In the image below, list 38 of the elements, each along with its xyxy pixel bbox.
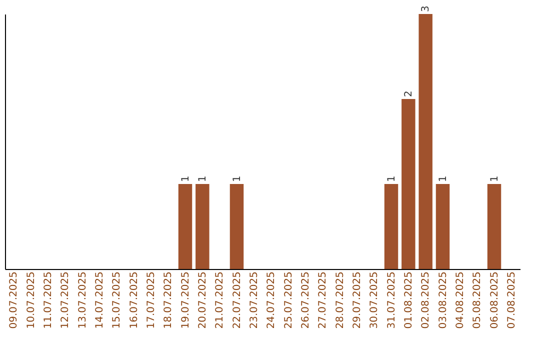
data-label: 2 — [403, 90, 414, 97]
x-tick-label: 14.07.2025 — [94, 272, 106, 329]
data-label: 1 — [232, 176, 243, 182]
x-tick-label: 26.07.2025 — [300, 272, 312, 329]
x-tick-label: 25.07.2025 — [283, 272, 294, 329]
data-label: 1 — [438, 176, 449, 182]
x-tick-label: 28.07.2025 — [334, 272, 346, 329]
x-tick-label: 02.08.2025 — [420, 272, 432, 329]
x-tick-label: 30.07.2025 — [369, 272, 380, 329]
x-tick-label: 04.08.2025 — [454, 272, 466, 329]
x-tick-label: 29.07.2025 — [352, 272, 363, 329]
x-tick-label: 07.08.2025 — [506, 272, 518, 329]
x-tick-label: 13.07.2025 — [77, 272, 88, 329]
data-label: 3 — [420, 6, 432, 12]
x-tick-label: 23.07.2025 — [248, 272, 260, 329]
x-tick-label: 05.08.2025 — [472, 272, 484, 329]
data-label: 1 — [386, 176, 398, 182]
x-tick-label: 12.07.2025 — [60, 272, 72, 329]
data-label: 1 — [489, 176, 500, 182]
x-tick-label: 16.07.2025 — [128, 272, 140, 329]
x-tick-label: 27.07.2025 — [318, 272, 329, 329]
x-tick-label: 11.07.2025 — [42, 272, 54, 329]
x-tick-label: 24.07.2025 — [266, 272, 278, 329]
x-tick-label: 06.08.2025 — [489, 272, 500, 329]
x-tick-label: 20.07.2025 — [197, 272, 208, 329]
x-tick-label: 21.07.2025 — [214, 272, 226, 329]
x-tick-label: 31.07.2025 — [386, 272, 398, 329]
x-tick-label: 17.07.2025 — [146, 272, 157, 329]
x-tick-label: 10.07.2025 — [26, 272, 37, 329]
x-tick-label: 03.08.2025 — [438, 272, 449, 329]
data-label: 1 — [180, 176, 192, 182]
x-tick-label: 09.07.2025 — [8, 272, 20, 329]
x-tick-label: 19.07.2025 — [180, 272, 192, 329]
x-tick-label: 22.07.2025 — [232, 272, 243, 329]
x-tick-label: 01.08.2025 — [403, 272, 414, 329]
x-tick-label: 18.07.2025 — [163, 272, 174, 329]
data-label: 1 — [197, 176, 208, 182]
x-tick-label: 15.07.2025 — [112, 272, 123, 329]
